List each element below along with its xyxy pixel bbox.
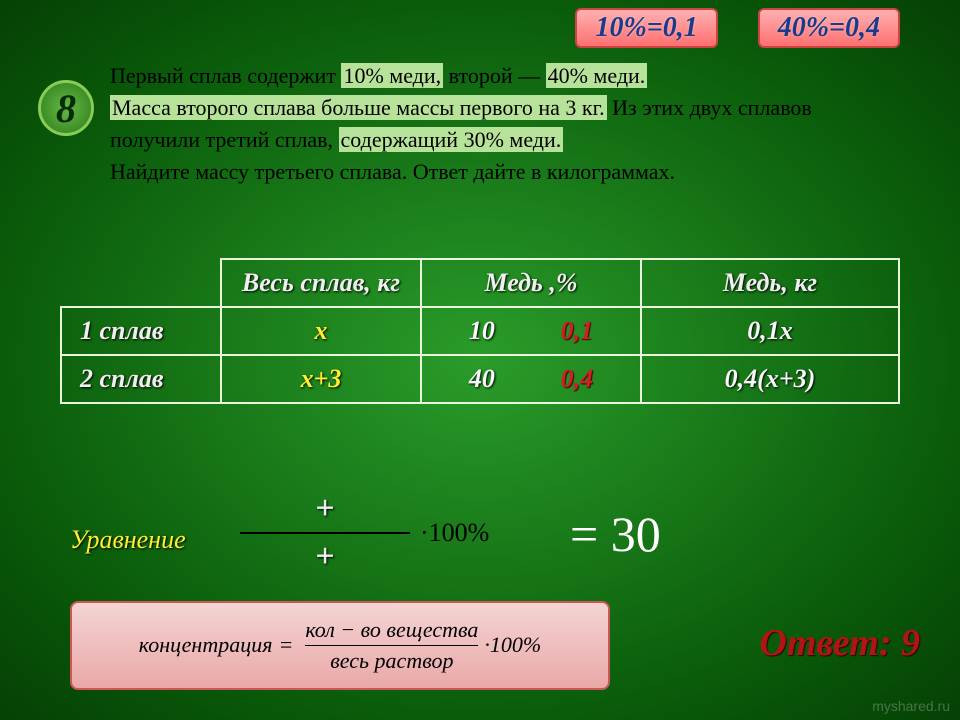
times-100: ·100%: [420, 518, 489, 548]
highlight-2: 40% меди.: [546, 63, 648, 88]
row2-mass: x+3: [301, 364, 342, 393]
highlight-3: Масса второго сплава больше массы первог…: [110, 95, 607, 120]
formula-numerator: кол − во вещества: [305, 617, 478, 643]
data-table: Весь сплав, кг Медь ,% Медь, кг 1 сплав …: [60, 258, 900, 404]
equation-label: Уравнение: [70, 525, 186, 555]
problem-number: 8: [38, 80, 94, 136]
formula-tail: ·100%: [484, 632, 541, 658]
formula-lhs: концентрация: [139, 632, 273, 658]
col-kg: Медь, кг: [641, 259, 899, 307]
answer: Ответ: 9: [759, 621, 920, 665]
problem-text: Первый сплав содержит 10% меди, второй —…: [110, 60, 900, 188]
row1-pct-dec: 0,1: [561, 316, 594, 346]
row1-pct: 10: [469, 316, 495, 346]
highlight-1: 10% меди,: [341, 63, 443, 88]
row2-label: 2 сплав: [61, 355, 221, 403]
text: Найдите массу третьего сплава. Ответ дай…: [110, 159, 675, 184]
formula-denominator: весь раствор: [330, 648, 453, 674]
badge-10pct: 10%=0,1: [575, 8, 717, 48]
watermark: myshared.ru: [872, 698, 950, 714]
formula-eq: =: [278, 632, 293, 658]
col-mass: Весь сплав, кг: [221, 259, 421, 307]
concentration-formula: концентрация = кол − во вещества весь ра…: [70, 601, 610, 691]
row2-pct-dec: 0,4: [561, 364, 594, 394]
badge-40pct: 40%=0,4: [758, 8, 900, 48]
table-row: 1 сплав x 10 0,1 0,1x: [61, 307, 899, 355]
plus-top: +: [315, 490, 334, 528]
equals-30: = 30: [570, 505, 661, 563]
row1-kg: 0,1x: [747, 316, 793, 345]
equation-fraction: + +: [240, 490, 410, 576]
row2-kg: 0,4(x+3): [725, 364, 816, 393]
plus-bottom: +: [315, 538, 334, 576]
text: второй —: [449, 63, 546, 88]
highlight-4: содержащий 30% меди.: [339, 127, 564, 152]
row1-label: 1 сплав: [61, 307, 221, 355]
col-pct: Медь ,%: [421, 259, 641, 307]
row2-pct: 40: [469, 364, 495, 394]
row1-mass: x: [315, 316, 328, 345]
table-row: 2 сплав x+3 40 0,4 0,4(x+3): [61, 355, 899, 403]
fraction-line: [240, 532, 410, 534]
text: Первый сплав содержит: [110, 63, 341, 88]
